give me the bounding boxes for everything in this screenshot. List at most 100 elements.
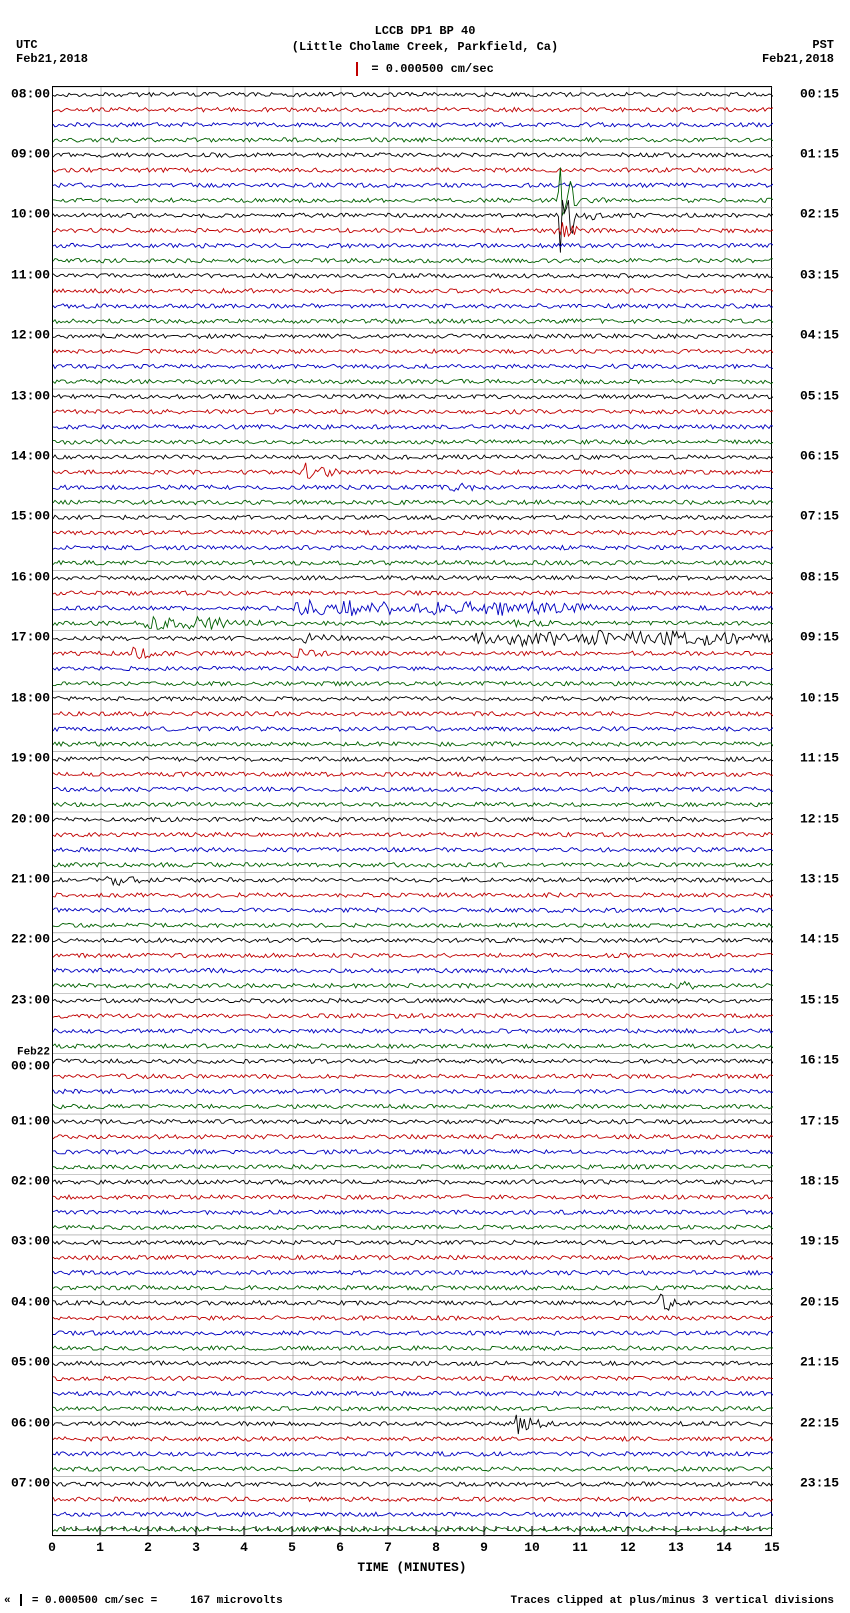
trace-row <box>53 1044 773 1048</box>
trace-row <box>53 334 773 338</box>
title-line-2: (Little Cholame Creek, Parkfield, Ca) <box>0 40 850 56</box>
utc-hour-text: 09:00 <box>11 146 50 161</box>
pst-hour-text: 05:15 <box>800 388 839 403</box>
trace-row <box>53 999 773 1003</box>
trace-row <box>53 1497 773 1501</box>
x-tick-label: 3 <box>192 1540 200 1555</box>
x-axis-title: TIME (MINUTES) <box>52 1560 772 1575</box>
utc-hour-label: 23:00 <box>0 992 50 1007</box>
pst-hour-label: 08:15 <box>800 569 850 584</box>
helicorder-plot <box>52 86 772 1536</box>
pst-hour-text: 22:15 <box>800 1415 839 1430</box>
utc-hour-text: 12:00 <box>11 328 50 343</box>
utc-hour-label: 16:00 <box>0 569 50 584</box>
pst-hour-label: 21:15 <box>800 1355 850 1370</box>
pst-hour-text: 09:15 <box>800 630 839 645</box>
utc-hour-label: 06:00 <box>0 1415 50 1430</box>
trace-row <box>53 1452 773 1456</box>
footer-left-post: 167 microvolts <box>190 1595 282 1607</box>
utc-hour-label: 21:00 <box>0 871 50 886</box>
trace-row <box>53 1240 773 1244</box>
pst-hour-text: 23:15 <box>800 1476 839 1491</box>
trace-row <box>53 259 773 263</box>
utc-hour-label: 09:00 <box>0 146 50 161</box>
utc-hour-text: 10:00 <box>11 207 50 222</box>
trace-row <box>53 1029 773 1033</box>
trace-row <box>53 938 773 942</box>
trace-row <box>53 1316 773 1320</box>
trace-row <box>53 319 773 323</box>
utc-hour-label: 08:00 <box>0 86 50 101</box>
trace-row <box>53 1119 773 1123</box>
utc-hour-label: 10:00 <box>0 207 50 222</box>
trace-row <box>53 1512 773 1516</box>
utc-hour-text: 17:00 <box>11 630 50 645</box>
utc-hour-text: 18:00 <box>11 690 50 705</box>
x-tick-label: 2 <box>144 1540 152 1555</box>
x-tick-label: 10 <box>524 1540 540 1555</box>
utc-hour-text: 06:00 <box>11 1415 50 1430</box>
trace-row <box>53 364 773 368</box>
trace-row <box>53 576 773 580</box>
utc-hour-text: 13:00 <box>11 388 50 403</box>
trace-row <box>53 1391 773 1395</box>
trace-row <box>53 1294 773 1310</box>
trace-row <box>53 600 773 616</box>
trace-row <box>53 742 773 746</box>
pst-hour-text: 03:15 <box>800 267 839 282</box>
utc-hour-label: 12:00 <box>0 328 50 343</box>
trace-row <box>53 953 773 957</box>
trace-row <box>53 968 773 972</box>
pst-hour-text: 06:15 <box>800 449 839 464</box>
trace-row <box>53 712 773 716</box>
footer-right: Traces clipped at plus/minus 3 vertical … <box>511 1595 834 1607</box>
trace-row <box>53 561 773 565</box>
pst-hour-label: 18:15 <box>800 1174 850 1189</box>
trace-row <box>53 1210 773 1214</box>
pst-hour-label: 14:15 <box>800 932 850 947</box>
trace-row <box>53 1165 773 1169</box>
trace-row <box>53 243 773 247</box>
trace-row <box>53 1331 773 1335</box>
trace-row <box>53 630 773 646</box>
utc-hour-text: 21:00 <box>11 871 50 886</box>
utc-hour-text: 03:00 <box>11 1234 50 1249</box>
pst-hour-label: 02:15 <box>800 207 850 222</box>
pst-hour-text: 02:15 <box>800 207 839 222</box>
pst-hour-text: 16:15 <box>800 1053 839 1068</box>
trace-row <box>53 92 773 96</box>
trace-row <box>53 1286 773 1290</box>
trace-row <box>53 274 773 278</box>
utc-hour-labels: 08:0009:0010:0011:0012:0013:0014:0015:00… <box>0 86 50 1536</box>
x-tick-label: 5 <box>288 1540 296 1555</box>
seismogram-helicorder: UTC Feb21,2018 PST Feb21,2018 LCCB DP1 B… <box>0 0 850 1613</box>
trace-row <box>53 1014 773 1018</box>
trace-row <box>53 697 773 701</box>
trace-row <box>53 877 773 886</box>
trace-row <box>53 138 773 142</box>
trace-row <box>53 1150 773 1154</box>
trace-row <box>53 515 773 519</box>
x-tick-label: 0 <box>48 1540 56 1555</box>
pst-hour-label: 11:15 <box>800 751 850 766</box>
pst-hour-text: 12:15 <box>800 811 839 826</box>
trace-row <box>53 833 773 837</box>
trace-row <box>53 617 773 630</box>
pst-hour-text: 19:15 <box>800 1234 839 1249</box>
trace-row <box>53 802 773 806</box>
utc-hour-label: 11:00 <box>0 267 50 282</box>
title-line-1: LCCB DP1 BP 40 <box>0 24 850 40</box>
trace-row <box>53 349 773 353</box>
utc-hour-label: 15:00 <box>0 509 50 524</box>
trace-row <box>53 848 773 852</box>
trace-row <box>53 168 773 172</box>
trace-row <box>53 1180 773 1184</box>
pst-hour-text: 14:15 <box>800 932 839 947</box>
x-tick-label: 9 <box>480 1540 488 1555</box>
trace-row <box>53 1346 773 1350</box>
utc-hour-label: 19:00 <box>0 751 50 766</box>
pst-hour-label: 09:15 <box>800 630 850 645</box>
utc-hour-text: 08:00 <box>11 86 50 101</box>
pst-hour-label: 00:15 <box>800 86 850 101</box>
utc-hour-label: 01:00 <box>0 1113 50 1128</box>
